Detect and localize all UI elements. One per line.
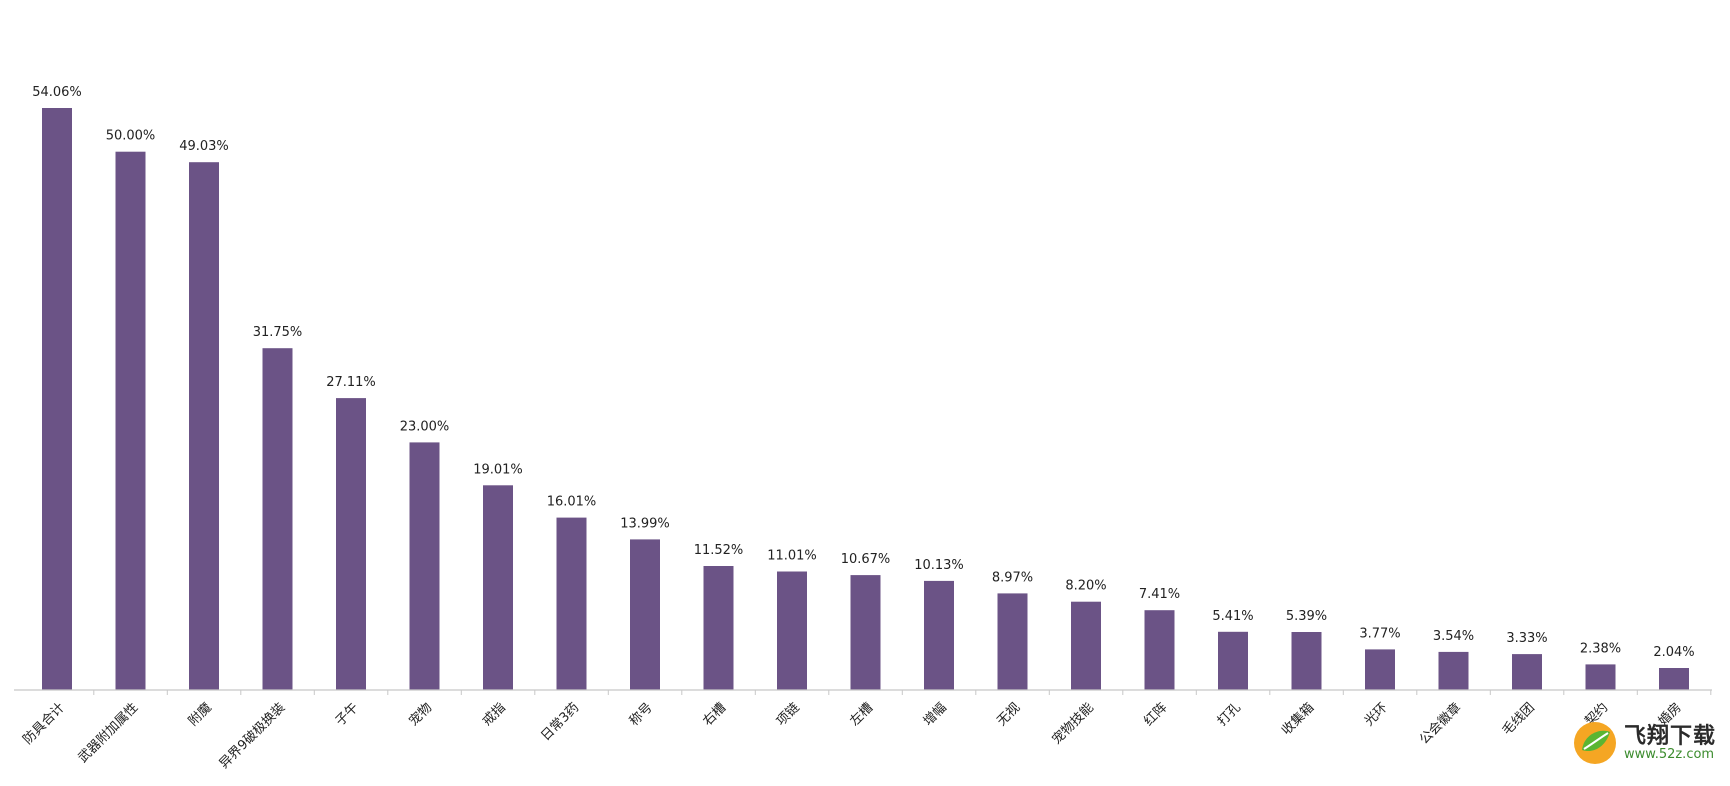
bar xyxy=(850,575,881,690)
bar xyxy=(777,571,807,690)
bar xyxy=(703,566,734,690)
data-label: 16.01% xyxy=(547,495,597,510)
category-label: 称号 xyxy=(627,700,656,729)
data-label: 27.11% xyxy=(326,375,376,390)
data-label: 49.03% xyxy=(179,139,229,154)
data-label: 50.00% xyxy=(106,129,156,144)
category-label: 左槽 xyxy=(847,700,876,729)
data-label: 3.77% xyxy=(1359,626,1400,641)
category-label: 公会徽章 xyxy=(1416,700,1464,748)
category-label: 武器附加属性 xyxy=(76,700,142,766)
data-label: 7.41% xyxy=(1139,587,1180,602)
category-label: 红阵 xyxy=(1141,700,1171,730)
data-label: 10.13% xyxy=(914,558,964,573)
category-label: 防具合计 xyxy=(20,700,68,748)
data-label: 8.20% xyxy=(1065,579,1106,594)
data-label: 5.41% xyxy=(1212,609,1253,624)
data-label: 5.39% xyxy=(1286,609,1327,624)
bar xyxy=(924,580,954,690)
bar xyxy=(262,348,293,690)
bar xyxy=(1144,610,1175,690)
data-label: 11.01% xyxy=(767,549,817,564)
data-label: 11.52% xyxy=(694,543,744,558)
category-label: 光环 xyxy=(1362,700,1391,729)
category-label: 异界9破极换装 xyxy=(217,700,289,772)
category-label: 戒指 xyxy=(480,700,509,729)
data-label: 2.04% xyxy=(1653,645,1694,660)
category-label: 右槽 xyxy=(700,700,729,729)
category-label: 毛线团 xyxy=(1500,700,1538,738)
category-labels-group: 防具合计 武器附加属性 附魔 异界9破极换装 子午 宠物 戒指 日常3药 称号 右槽 项链 左槽 增幅 无… xyxy=(20,690,1712,772)
category-label: 增幅 xyxy=(921,700,950,729)
category-label: 日常3药 xyxy=(538,700,582,744)
bar xyxy=(1291,632,1322,690)
value-labels-group: 54.06% 50.00% 49.03% 31.75% 27.11% 23.00% 19.0… xyxy=(32,85,1694,660)
bar xyxy=(42,108,72,690)
bar xyxy=(556,517,587,690)
bar xyxy=(630,539,660,690)
leaf-logo-icon xyxy=(1573,722,1616,764)
category-label: 子午 xyxy=(333,700,362,729)
watermark-brand: 飞翔下载 xyxy=(1623,723,1716,749)
category-label: 收集箱 xyxy=(1278,700,1317,739)
data-label: 31.75% xyxy=(253,325,303,340)
watermark-url: www.52z.com xyxy=(1623,746,1715,762)
bar xyxy=(483,485,513,690)
data-label: 10.67% xyxy=(841,552,891,567)
category-label: 项链 xyxy=(774,700,803,729)
data-label: 23.00% xyxy=(400,419,450,434)
bar xyxy=(1218,631,1248,690)
watermark: 飞翔下载 www.52z.com xyxy=(1572,720,1716,766)
category-label: 无视 xyxy=(994,700,1023,729)
bars-group xyxy=(42,108,1689,690)
bar xyxy=(1071,601,1101,690)
data-label: 2.38% xyxy=(1580,641,1621,656)
data-label: 19.01% xyxy=(473,462,523,477)
data-label: 54.06% xyxy=(32,85,82,100)
bar xyxy=(997,593,1028,690)
bar xyxy=(1659,668,1689,690)
bar xyxy=(409,442,440,690)
bar xyxy=(336,398,366,690)
data-label: 3.54% xyxy=(1433,629,1474,644)
bar xyxy=(189,162,219,690)
category-label: 附魔 xyxy=(186,700,215,729)
bar xyxy=(115,151,146,690)
bar xyxy=(1585,664,1616,690)
bar xyxy=(1512,654,1542,690)
bar xyxy=(1438,651,1469,690)
data-label: 3.33% xyxy=(1506,631,1547,646)
bar xyxy=(1365,649,1395,690)
data-label: 8.97% xyxy=(992,570,1033,585)
category-label: 宠物 xyxy=(406,700,436,730)
category-label: 宠物技能 xyxy=(1049,700,1097,748)
category-label: 打孔 xyxy=(1215,700,1244,729)
data-label: 13.99% xyxy=(620,516,670,531)
